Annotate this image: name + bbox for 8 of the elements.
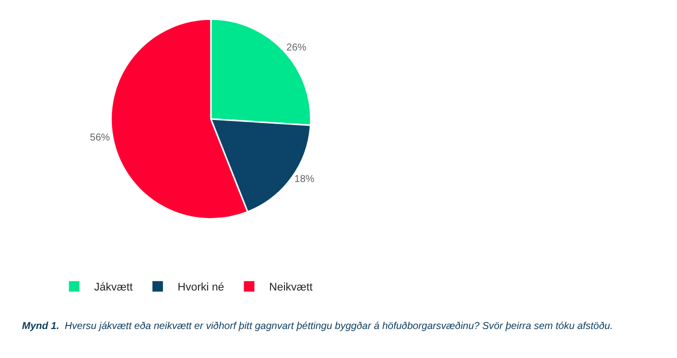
text: Mynd 1. xyxy=(22,321,60,332)
legend-label: Jákvætt xyxy=(94,282,133,294)
legend-label: Hvorki né xyxy=(178,282,224,294)
data-label: 26% xyxy=(286,42,307,54)
data-label: 18% xyxy=(294,174,315,186)
text: Hversu jákvætt eða neikvætt er viðhorf þitt gagnvart þéttingu byggðar á höfuðborgarsvæðinu? Svör þeirra sem tóku afstöðu. xyxy=(64,321,613,332)
legend-label: Neikvætt xyxy=(269,282,313,294)
data-label: 56% xyxy=(90,132,110,144)
